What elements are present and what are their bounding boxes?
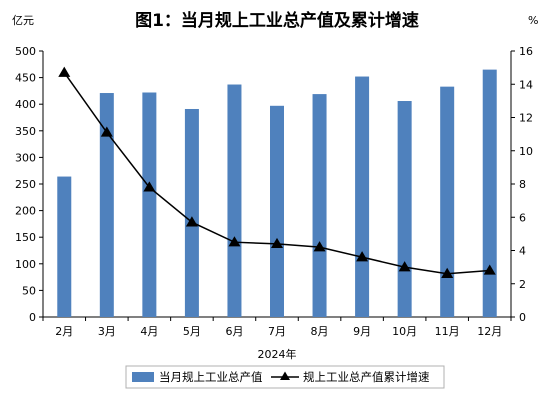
legend-line-marker [280, 371, 290, 380]
line-series [58, 66, 496, 278]
x-axis-tick-label: 10月 [392, 325, 417, 338]
line-point-marker [356, 251, 369, 262]
right-axis-tick-label: 10 [519, 145, 533, 158]
legend-bar-swatch [132, 372, 154, 382]
x-axis-tick-label: 8月 [311, 325, 329, 338]
line-point-marker [271, 237, 283, 249]
x-axis-tick-label: 5月 [183, 325, 201, 338]
left-axis-tick-label: 400 [15, 98, 36, 111]
left-axis-tick-label: 500 [15, 45, 36, 58]
bar [482, 69, 497, 318]
line-point-marker [441, 267, 454, 278]
x-axis-tick-label: 3月 [98, 325, 116, 338]
bar [99, 93, 114, 317]
line-point-marker [228, 236, 241, 247]
bar [227, 84, 242, 318]
right-axis-tick-label: 2 [519, 278, 526, 291]
left-axis-unit: 亿元 [12, 14, 34, 27]
bar [312, 94, 327, 317]
x-axis-label: 2024年 [258, 347, 297, 361]
x-axis-tick-label: 4月 [140, 325, 158, 338]
left-axis-tick-label: 200 [15, 205, 36, 218]
right-axis-tick-label: 14 [519, 78, 533, 91]
line-point-marker [483, 264, 496, 275]
bar [440, 86, 455, 317]
line-point-marker [58, 66, 71, 77]
legend-line-label: 规上工业总产值累计增速 [303, 370, 430, 384]
line-point-marker [143, 181, 156, 192]
bar [184, 108, 199, 317]
left-axis-tick-label: 150 [15, 231, 36, 244]
right-axis-tick-label: 12 [519, 112, 533, 125]
x-axis-tick-label: 2月 [55, 325, 73, 338]
right-axis-unit: % [528, 14, 538, 27]
bar [270, 105, 284, 318]
line-point-marker [100, 126, 113, 137]
right-axis-tick-label: 0 [519, 311, 526, 324]
axes: 0 50 100 150 200 250 300 350 400 450 500 0 2 4 6 8 10 12 1… [15, 45, 533, 338]
line-point-marker [398, 261, 411, 272]
line-point-marker [313, 241, 326, 252]
legend: 当月规上工业总产值 规上工业总产值累计增速 [125, 365, 445, 389]
bar [355, 76, 370, 317]
left-axis-tick-label: 450 [15, 72, 36, 85]
left-axis-tick-label: 350 [15, 125, 36, 138]
left-axis-tick-label: 0 [29, 311, 36, 324]
right-axis-tick-label: 16 [519, 45, 533, 58]
bar [142, 92, 157, 317]
right-axis-tick-label: 6 [519, 211, 526, 224]
left-axis-tick-label: 300 [15, 151, 36, 164]
x-axis-tick-label: 7月 [268, 325, 286, 338]
left-axis-tick-label: 250 [15, 178, 36, 191]
right-axis-tick-label: 4 [519, 245, 526, 258]
x-axis-tick-label: 9月 [353, 325, 371, 338]
chart-title: 图1：当月规上工业总产值及累计增速 [135, 10, 419, 31]
legend-bar-label: 当月规上工业总产值 [159, 370, 263, 384]
x-axis-tick-label: 6月 [225, 325, 243, 338]
left-axis-tick-label: 100 [15, 258, 36, 271]
bar-series [57, 69, 497, 318]
bar [397, 101, 412, 318]
right-axis-tick-label: 8 [519, 178, 526, 191]
x-axis-tick-label: 12月 [477, 325, 502, 338]
x-axis-tick-label: 11月 [435, 325, 460, 338]
left-axis-tick-label: 50 [22, 284, 36, 297]
bar [57, 176, 72, 317]
line-point-marker [185, 216, 198, 227]
